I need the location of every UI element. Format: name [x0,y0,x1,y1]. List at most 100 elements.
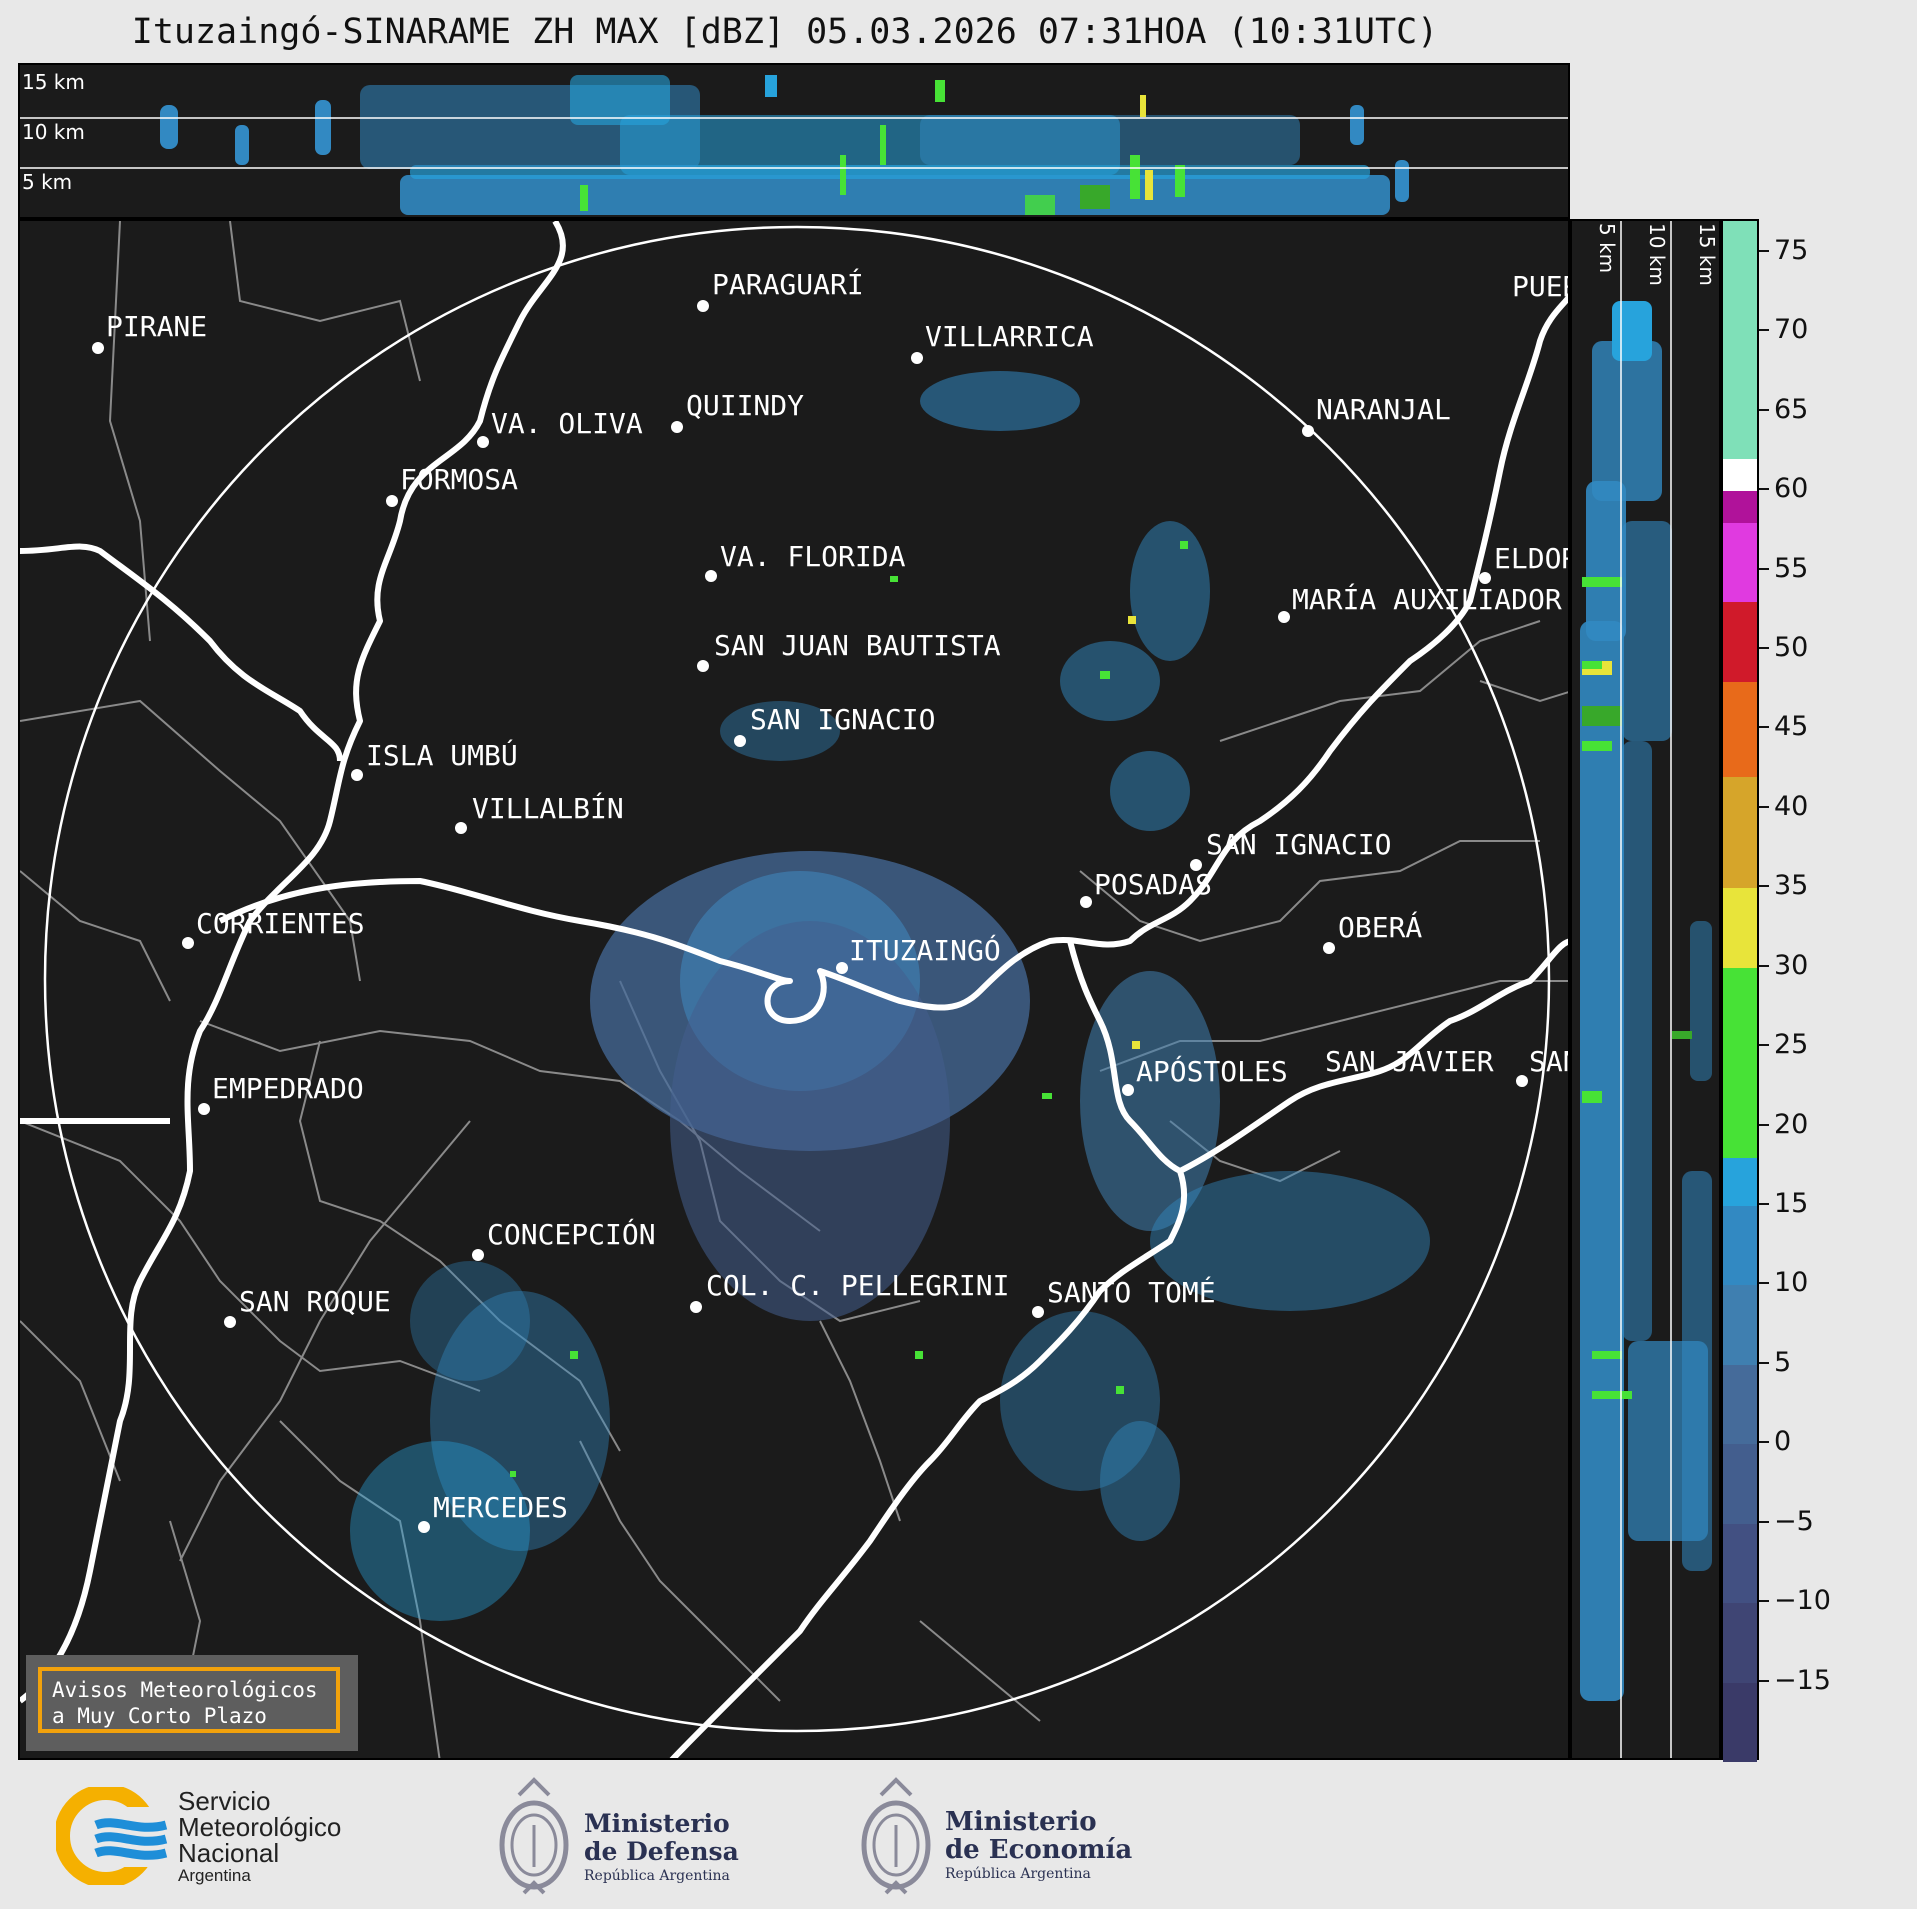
colorbar-tick [1759,1123,1769,1126]
svg-text:SAN JAVIER: SAN JAVIER [1325,1045,1494,1078]
colorbar-tick-label: 15 [1774,1187,1809,1219]
colorbar-tick [1759,1679,1769,1682]
city-corrientes[interactable]: CORRIENTES [182,907,365,949]
svg-text:QUIINDY: QUIINDY [686,389,804,422]
city-isla-umbu[interactable]: ISLA UMBÚ [351,738,518,781]
city-santo-tome[interactable]: SANTO TOMÉ [1032,1275,1216,1318]
colorbar-tick [1759,646,1769,649]
svg-text:PUER: PUER [1512,270,1570,303]
city-posadas[interactable]: POSADAS [1080,868,1212,908]
warning-box[interactable]: Avisos Meteorológicos a Muy Corto Plazo [26,1655,358,1751]
colorbar-segment [1723,1205,1757,1286]
colorbar-tick [1759,726,1769,729]
page-title: Ituzaingó-SINARAME ZH MAX [dBZ] 05.03.20… [131,12,1439,52]
city-paraguari[interactable]: PARAGUARÍ [697,267,864,312]
svg-text:SAN JUAN BAUTISTA: SAN JUAN BAUTISTA [714,629,1001,662]
city-quiindy[interactable]: QUIINDY [671,389,804,433]
colorbar-tick-label: 25 [1774,1029,1809,1061]
colorbar-segment [1723,1523,1757,1604]
city-san-ignacio-ar[interactable]: SAN IGNACIO [1190,828,1391,871]
city-obera[interactable]: OBERÁ [1323,910,1422,954]
colorbar-tick [1759,1600,1769,1603]
svg-text:SAN ROQUE: SAN ROQUE [239,1285,391,1318]
city-eldor[interactable]: ELDOR [1479,542,1570,584]
economia-logo-text: Ministerio de Economía República Argenti… [945,1807,1133,1882]
colorbar-segment [1723,681,1757,778]
city-formosa[interactable]: FORMOSA [386,463,518,507]
colorbar-tick [1759,964,1769,967]
colorbar-tick [1759,408,1769,411]
right-label-15km: 15 km [1695,223,1719,286]
city-villalbin[interactable]: VILLALBÍN [455,791,624,834]
svg-text:PIRANE: PIRANE [106,310,207,343]
colorbar-tick [1759,249,1769,252]
svg-text:VA. FLORIDA: VA. FLORIDA [720,540,906,573]
colorbar-tick [1759,488,1769,491]
colorbar-tick-label: 60 [1774,473,1809,505]
city-ituzaingo[interactable]: ITUZAINGÓ [836,933,1001,974]
city-col-c-pellegrini[interactable]: COL. C. PELLEGRINI [690,1269,1009,1313]
city-naranjal[interactable]: NARANJAL [1302,393,1451,437]
colorbar-segment [1723,522,1757,603]
svg-text:VILLALBÍN: VILLALBÍN [472,791,624,825]
city-puer[interactable]: PUER [1512,270,1570,303]
city-san-juan-bautista[interactable]: SAN JUAN BAUTISTA [697,629,1001,672]
svg-text:NARANJAL: NARANJAL [1316,393,1451,426]
colorbar-segment [1723,221,1757,460]
colorbar-tick [1759,1361,1769,1364]
colorbar-segment [1723,888,1757,968]
svg-text:MERCEDES: MERCEDES [433,1491,568,1524]
svg-text:OBERÁ: OBERÁ [1338,910,1422,944]
city-san[interactable]: SAN [1516,1045,1570,1087]
colorbar-segment [1723,1364,1757,1445]
city-maria-auxiliador[interactable]: MARÍA AUXILIADOR [1278,582,1562,623]
svg-text:MARÍA AUXILIADOR: MARÍA AUXILIADOR [1292,582,1562,616]
colorbar-tick-label: 20 [1774,1108,1809,1140]
colorbar-tick-label: 5 [1774,1346,1792,1378]
colorbar-tick-label: 45 [1774,711,1809,743]
svg-text:SAN IGNACIO: SAN IGNACIO [1206,828,1391,861]
right-cross-section-svg: 5 km 10 km 15 km [1580,221,1719,1758]
right-label-10km: 10 km [1645,223,1669,286]
colorbar-tick-label: 40 [1774,790,1809,822]
svg-text:FORMOSA: FORMOSA [400,463,518,496]
city-villarrica[interactable]: VILLARRICA [911,320,1094,364]
city-san-javier[interactable]: SAN JAVIER [1325,1045,1494,1078]
colorbar-tick-label: 0 [1774,1426,1792,1458]
dbz-colorbar [1721,219,1759,1762]
radar-map-svg: PIRANE PARAGUARÍ VILLARRICA QUIINDY VA. … [20,221,1570,1758]
city-san-roque[interactable]: SAN ROQUE [224,1285,391,1328]
colorbar-segment [1723,602,1757,682]
colorbar-tick [1759,805,1769,808]
svg-text:PARAGUARÍ: PARAGUARÍ [712,267,864,301]
svg-text:SAN IGNACIO: SAN IGNACIO [750,703,935,736]
svg-text:SANTO TOMÉ: SANTO TOMÉ [1047,1275,1216,1309]
colorbar-tick-label: 50 [1774,631,1809,663]
svg-text:ELDOR: ELDOR [1494,542,1570,575]
top-cross-section-panel: 15 km 10 km 5 km [18,63,1570,219]
colorbar-tick [1759,1044,1769,1047]
city-empedrado[interactable]: EMPEDRADO [198,1072,364,1115]
colorbar-tick-label: 10 [1774,1267,1809,1299]
colorbar-tick [1759,1520,1769,1523]
city-pirane[interactable]: PIRANE [92,310,207,354]
city-san-ignacio-py[interactable]: SAN IGNACIO [734,703,935,747]
warning-box-frame[interactable]: Avisos Meteorológicos a Muy Corto Plazo [38,1667,340,1733]
svg-text:CORRIENTES: CORRIENTES [196,907,365,940]
city-mercedes[interactable]: MERCEDES [418,1491,568,1533]
svg-text:EMPEDRADO: EMPEDRADO [212,1072,364,1105]
city-va-oliva[interactable]: VA. OLIVA [477,407,643,448]
top-echo-layer [160,75,1409,215]
city-va-florida[interactable]: VA. FLORIDA [705,540,906,582]
colorbar-tick [1759,1441,1769,1444]
svg-text:COL. C. PELLEGRINI: COL. C. PELLEGRINI [706,1269,1009,1302]
svg-text:VA. OLIVA: VA. OLIVA [491,407,643,440]
svg-text:SAN: SAN [1529,1045,1570,1078]
warning-line-1: Avisos Meteorológicos [52,1678,318,1702]
colorbar-segment [1723,1682,1757,1762]
right-cross-section-panel: 5 km 10 km 15 km [1570,219,1721,1760]
right-label-5km: 5 km [1595,223,1619,273]
city-concepcion[interactable]: CONCEPCIÓN [472,1217,656,1261]
radar-map-panel[interactable]: PIRANE PARAGUARÍ VILLARRICA QUIINDY VA. … [18,219,1570,1760]
city-apostoles[interactable]: APÓSTOLES [1122,1054,1288,1096]
